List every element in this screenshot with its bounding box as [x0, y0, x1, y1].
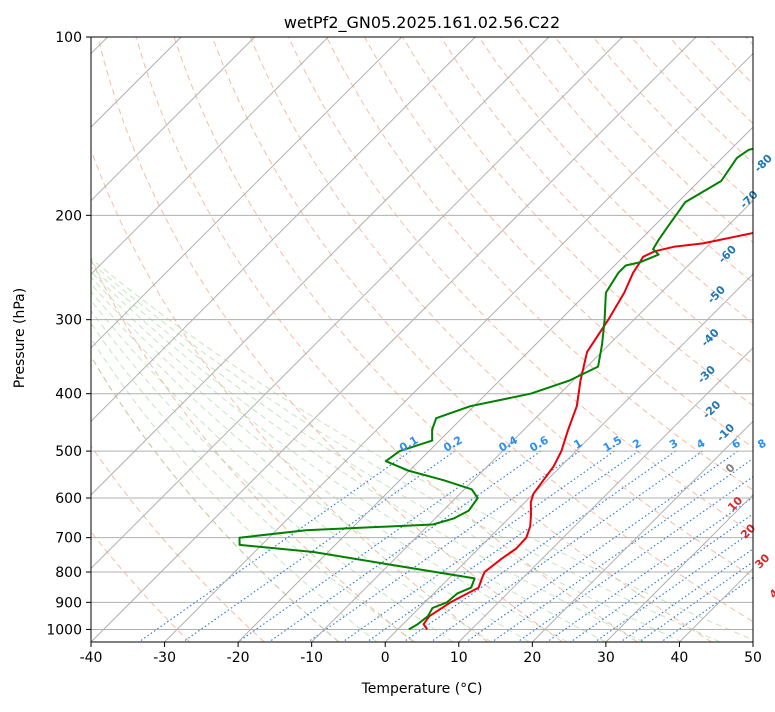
mixing-ratio-label: 8: [755, 437, 768, 452]
plot-frame: [91, 37, 753, 642]
x-tick-label: -10: [300, 650, 323, 666]
x-tick-label: 10: [450, 650, 468, 666]
isotherm-line: [459, 37, 775, 642]
mixing-ratio-label: 4: [694, 436, 707, 451]
y-tick-label: 200: [55, 208, 82, 224]
isotherm-line: [17, 37, 622, 642]
dry-adiabat-label: -80: [752, 152, 775, 175]
dry-adiabat-line: [746, 37, 775, 642]
y-tick-label: 1000: [46, 622, 82, 638]
moist-adiabat-label: 30: [752, 551, 772, 571]
x-tick-label: -30: [153, 650, 176, 666]
mixing-ratio-label: 3: [667, 437, 680, 452]
dry-adiabat-line: [441, 37, 775, 642]
x-tick-label: 30: [597, 650, 615, 666]
mixing-ratio-line: [661, 451, 775, 642]
y-tick-label: 300: [55, 313, 82, 329]
x-tick-label: 0: [381, 650, 390, 666]
moist-adiabat-label: 20: [738, 521, 758, 541]
y-tick-label: 900: [55, 595, 82, 611]
y-tick-label: 400: [55, 387, 82, 403]
dry-adiabat-line: [517, 37, 775, 642]
moist-adiabat-label: 10: [725, 494, 745, 514]
isotherm-line: [679, 37, 775, 642]
moist-adiabat-line: [0, 37, 491, 642]
mixing-ratio-line: [571, 451, 775, 642]
isotherm-line: [753, 37, 775, 642]
y-tick-label: 100: [55, 30, 82, 46]
y-axis-label: Pressure (hPa): [12, 288, 28, 388]
y-tick-label: 800: [55, 565, 82, 581]
moist-adiabat-line: [0, 37, 415, 642]
isotherm-line: [532, 37, 775, 642]
mixing-ratio-line: [343, 451, 615, 642]
dry-adiabat-line: [479, 37, 775, 642]
moist-adiabat-label: 0: [723, 461, 738, 476]
isotherm-line: [165, 37, 770, 642]
background-lines: [0, 37, 775, 642]
y-tick-label: 700: [55, 531, 82, 547]
mixing-ratio-line: [238, 451, 510, 642]
isotherm-line: [0, 37, 402, 642]
x-axis-label: Temperature (°C): [361, 681, 483, 697]
isotherm-line: [91, 37, 696, 642]
mixing-ratio-line: [518, 451, 775, 642]
moist-adiabat-line: [0, 37, 568, 642]
dry-adiabat-line: [0, 37, 190, 642]
dry-adiabat-line: [593, 37, 775, 642]
x-tick-label: 40: [671, 650, 689, 666]
moist-adiabat-line: [0, 37, 644, 642]
dry-adiabat-line: [22, 37, 414, 642]
mixing-ratio-line: [595, 451, 775, 642]
isotherm-line: [0, 37, 255, 642]
moist-adiabat-line: [0, 37, 758, 642]
mixing-ratio-label: 2: [630, 437, 643, 452]
dry-adiabat-label: -90: [770, 100, 775, 123]
dry-adiabat-line: [0, 37, 264, 642]
dry-adiabat-line: [0, 37, 339, 642]
dry-adiabat-line: [60, 37, 488, 642]
dry-adiabat-line: [555, 37, 775, 642]
x-tick-label: 50: [744, 650, 762, 666]
mixing-ratio-line: [547, 451, 775, 642]
moist-adiabat-line: [0, 37, 529, 642]
isotherm-line: [238, 37, 775, 642]
moist-adiabat-line: [0, 37, 682, 642]
dry-adiabat-label: -60: [716, 242, 739, 265]
dry-adiabat-line: [98, 37, 563, 642]
chart-title: wetPf2_GN05.2025.161.02.56.C22: [284, 13, 560, 33]
x-tick-label: 20: [523, 650, 541, 666]
moist-adiabat-line: [0, 37, 339, 642]
dry-adiabat-line: [136, 37, 637, 642]
dry-adiabat-label: -20: [700, 398, 723, 421]
y-tick-label: 500: [55, 444, 82, 460]
y-tick-label: 600: [55, 491, 82, 507]
mixing-ratio-label: 6: [730, 436, 743, 451]
x-tick-label: -20: [227, 650, 250, 666]
mixing-ratio-line: [466, 451, 738, 642]
dry-adiabat-label: -40: [699, 326, 722, 349]
x-tick-label: -40: [80, 650, 103, 666]
dry-adiabat-label: -30: [695, 363, 718, 386]
moist-adiabat-label: 40: [767, 581, 775, 601]
mixing-ratio-line: [431, 451, 703, 642]
temperature-profile-line: [424, 37, 775, 629]
dry-adiabat-line: [669, 37, 775, 642]
